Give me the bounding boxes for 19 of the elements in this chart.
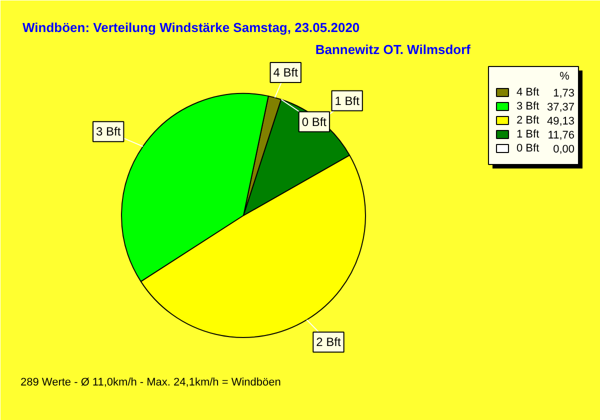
legend-label: 0 Bft [516, 142, 540, 154]
data-label: 37,37 [546, 102, 575, 114]
text: 0,00 [553, 144, 575, 156]
legend-label: 1 Bft [516, 128, 540, 140]
slice-label: 1 Bft [334, 94, 360, 108]
slice-label: 4 Bft [273, 65, 299, 80]
legend-title: % [560, 70, 570, 82]
text: 289 Werte - Ø 11,0km/h - Max. 24,1km/h = Windböen [20, 376, 281, 388]
data-label: 49,13 [546, 116, 575, 128]
data-label: 11,76 [548, 130, 575, 142]
slice-label: 3 Bft [96, 124, 122, 139]
chart-subtitle: Bannewitz OT. Wilmsdorf [315, 42, 472, 57]
legend-label: 4 Bft [516, 86, 540, 98]
slice-label: 2 Bft [316, 335, 342, 350]
legend-label: 2 Bft [516, 114, 540, 126]
chart-title: Windböen: Verteilung Windstärke Samstag, 23.05.2020 [22, 20, 360, 35]
data-label: 1,73 [553, 88, 575, 100]
legend-label: 3 Bft [516, 100, 540, 112]
category-label: 0 Bft [302, 114, 327, 129]
